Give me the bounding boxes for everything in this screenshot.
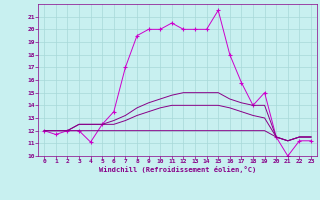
X-axis label: Windchill (Refroidissement éolien,°C): Windchill (Refroidissement éolien,°C) [99, 166, 256, 173]
